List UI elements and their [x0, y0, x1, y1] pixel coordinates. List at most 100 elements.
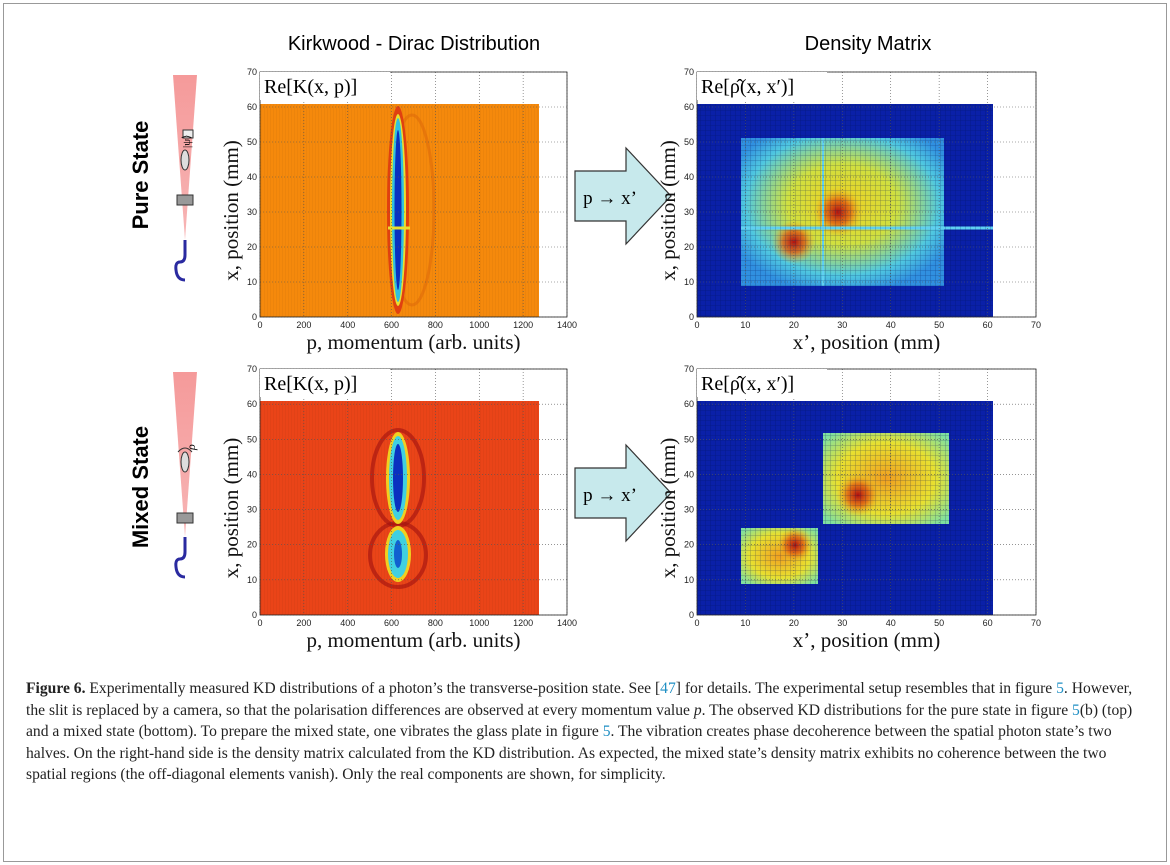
- state-symbol: ρ: [184, 444, 198, 451]
- y-tick-label: 10: [247, 575, 257, 585]
- x-tick-label: 50: [934, 320, 944, 330]
- y-tick-label: 60: [684, 399, 694, 409]
- caption-text: . However, the slit is replaced by a cam…: [26, 680, 1133, 719]
- reference[interactable]: 5: [1072, 701, 1080, 719]
- y-tick-label: 40: [684, 172, 694, 182]
- axes-frame: [696, 71, 1037, 318]
- x-tick-label: 1400: [557, 320, 577, 330]
- caption-text: Experimentally measured KD distributions…: [85, 680, 661, 697]
- x-tick-label: 0: [257, 320, 262, 330]
- y-tick-label: 20: [684, 242, 694, 252]
- y-tick-label: 50: [247, 137, 257, 147]
- setup-icon: ρ: [173, 372, 198, 579]
- y-tick-label: 0: [689, 312, 694, 322]
- y-axis-label: x, position (mm): [219, 140, 243, 281]
- y-axis-label: x, position (mm): [656, 438, 680, 579]
- caption-text: (b) (top) and a mixed state (bottom). To…: [26, 701, 1133, 741]
- caption-text: . The observed KD distributions for the …: [701, 701, 1073, 719]
- panel-label: Re[K(x, p)]: [264, 76, 357, 98]
- x-tick-label: 70: [1031, 618, 1041, 628]
- y-tick-label: 70: [684, 67, 694, 77]
- caption-text: . The vibration creates phase decoherenc…: [26, 723, 1112, 784]
- x-tick-label: 1200: [513, 320, 533, 330]
- heatmap: [697, 104, 993, 317]
- heatmap: [260, 104, 539, 317]
- setup-icon: |ψ⟩: [173, 75, 197, 282]
- x-tick-label: 0: [694, 320, 699, 330]
- x-tick-label: 10: [740, 618, 750, 628]
- y-tick-label: 70: [684, 364, 694, 374]
- y-tick-label: 70: [247, 67, 257, 77]
- reference[interactable]: 5: [602, 723, 611, 741]
- panel-label-box: [697, 369, 827, 397]
- y-tick-label: 20: [247, 242, 257, 252]
- y-tick-label: 30: [684, 207, 694, 217]
- x-tick-label: 1200: [513, 618, 533, 628]
- heatmap: [260, 401, 539, 615]
- axes-frame: [696, 368, 1037, 616]
- reference[interactable]: 47: [660, 680, 676, 697]
- y-tick-label: 10: [684, 277, 694, 287]
- y-tick-label: 30: [684, 505, 694, 515]
- state-symbol: |ψ⟩: [181, 135, 193, 148]
- x-tick-label: 1000: [469, 320, 489, 330]
- x-tick-label: 400: [340, 618, 355, 628]
- y-tick-label: 10: [247, 277, 257, 287]
- x-tick-label: 0: [694, 618, 699, 628]
- x-tick-label: 30: [837, 320, 847, 330]
- x-tick-label: 600: [384, 320, 399, 330]
- column-title: Density Matrix: [805, 33, 932, 55]
- y-tick-label: 40: [247, 172, 257, 182]
- panel-label-box: [260, 72, 390, 100]
- x-tick-label: 40: [886, 320, 896, 330]
- y-tick-label: 50: [684, 434, 694, 444]
- x-tick-label: 20: [789, 320, 799, 330]
- y-tick-label: 0: [689, 610, 694, 620]
- caption: Figure 6. Experimentally measured KD dis…: [26, 678, 1144, 786]
- y-tick-label: 40: [684, 469, 694, 479]
- x-tick-label: 1000: [469, 618, 489, 628]
- y-tick-label: 60: [247, 399, 257, 409]
- x-tick-label: 20: [789, 618, 799, 628]
- y-axis-label: x, position (mm): [219, 438, 243, 579]
- caption-text: ] for details. The experimental setup re…: [675, 680, 1057, 697]
- transform-arrow: p → x’: [574, 443, 672, 543]
- y-tick-label: 0: [252, 610, 257, 620]
- y-tick-label: 30: [247, 207, 257, 217]
- x-axis-label: p, momentum (arb. units): [306, 330, 520, 354]
- axes-frame: [259, 368, 568, 616]
- panel-label: Re[K(x, p)]: [264, 373, 357, 395]
- x-tick-label: 70: [1031, 320, 1041, 330]
- x-tick-label: 200: [296, 320, 311, 330]
- y-tick-label: 50: [684, 137, 694, 147]
- x-tick-label: 0: [257, 618, 262, 628]
- axes-frame: [259, 71, 568, 318]
- y-tick-label: 10: [684, 575, 694, 585]
- y-tick-label: 60: [684, 102, 694, 112]
- y-tick-label: 20: [684, 540, 694, 550]
- heatmap: [697, 401, 993, 615]
- x-tick-label: 30: [837, 618, 847, 628]
- x-tick-label: 40: [886, 618, 896, 628]
- caption-text: p: [693, 701, 702, 719]
- x-tick-label: 800: [428, 320, 443, 330]
- column-title: Kirkwood - Dirac Distribution: [288, 33, 540, 55]
- panel-label: Re[ρ̂(x, x′)]: [701, 76, 794, 98]
- transform-arrow: p → x’: [574, 146, 672, 246]
- x-tick-label: 800: [428, 618, 443, 628]
- y-tick-label: 40: [247, 469, 257, 479]
- y-axis-label: x, position (mm): [656, 140, 680, 281]
- reference[interactable]: 5: [1056, 680, 1064, 697]
- panel-label-box: [697, 72, 827, 100]
- x-tick-label: 60: [983, 618, 993, 628]
- y-tick-label: 60: [247, 102, 257, 112]
- x-tick-label: 200: [296, 618, 311, 628]
- figure-frame: [3, 3, 1167, 862]
- arrow-label: p → x’: [583, 485, 637, 506]
- row-label: Pure State: [128, 121, 153, 230]
- y-tick-label: 50: [247, 434, 257, 444]
- x-axis-label: x’, position (mm): [793, 628, 941, 652]
- y-tick-label: 20: [247, 540, 257, 550]
- x-tick-label: 10: [740, 320, 750, 330]
- x-axis-label: p, momentum (arb. units): [306, 628, 520, 652]
